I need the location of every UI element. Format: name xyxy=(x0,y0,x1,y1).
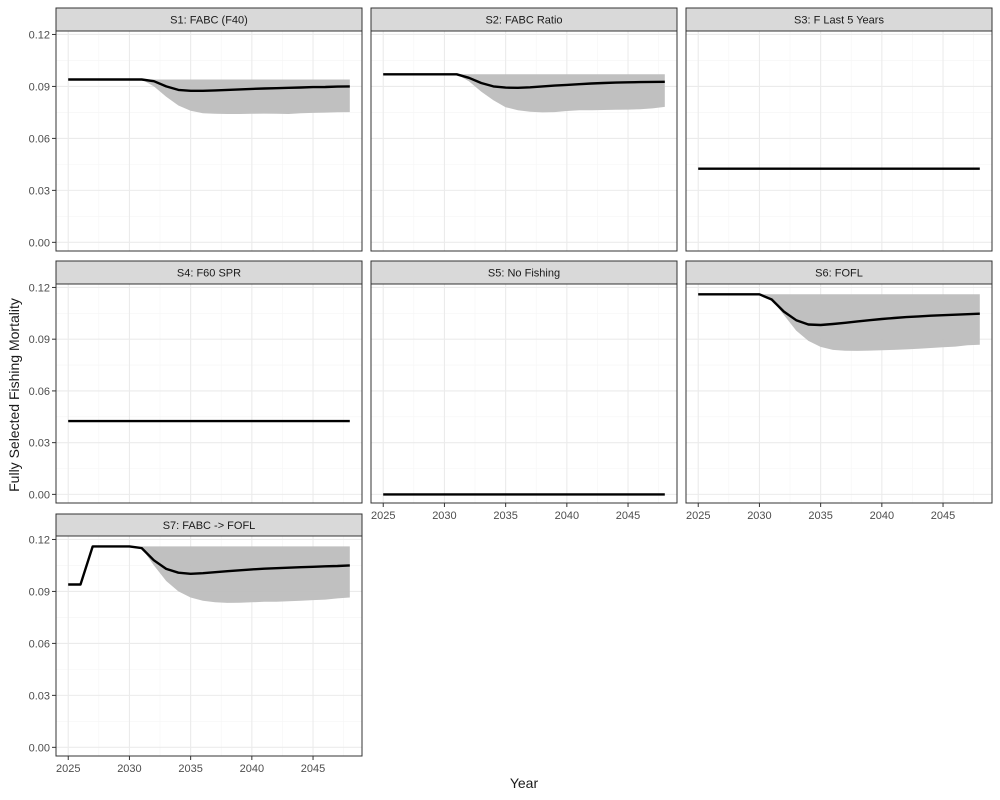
panel-title: S4: F60 SPR xyxy=(177,268,241,280)
panel-title: S5: No Fishing xyxy=(488,268,560,280)
y-tick-label: 0.03 xyxy=(29,438,50,450)
y-tick-label: 0.06 xyxy=(29,386,50,398)
x-tick-label: 2025 xyxy=(686,510,710,522)
panel-title: S2: FABC Ratio xyxy=(485,15,562,27)
y-axis-title-text: Fully Selected Fishing Mortality xyxy=(6,298,22,492)
panel-background xyxy=(371,284,677,503)
panel-background xyxy=(56,31,362,251)
x-tick-label: 2045 xyxy=(301,763,325,775)
x-tick-label: 2030 xyxy=(117,763,141,775)
y-tick-label: 0.09 xyxy=(29,586,50,598)
y-tick-label: 0.00 xyxy=(29,489,50,501)
panel-border xyxy=(685,283,993,504)
series-line xyxy=(383,73,665,90)
y-tick-label: 0.03 xyxy=(29,690,50,702)
x-tick-label: 2040 xyxy=(240,763,264,775)
y-tick-label: 0.00 xyxy=(29,237,50,249)
x-tick-label: 2030 xyxy=(747,510,771,522)
x-axis-title: Year xyxy=(509,775,539,791)
uncertainty-ribbon xyxy=(141,546,350,603)
y-tick-label: 0.09 xyxy=(29,334,50,346)
panel-background xyxy=(686,31,992,251)
y-tick-label: 0.03 xyxy=(29,185,50,197)
series-line xyxy=(68,545,350,586)
series-line xyxy=(68,78,350,93)
panel-title: S3: F Last 5 Years xyxy=(794,15,884,27)
y-tick-label: 0.12 xyxy=(29,534,50,546)
panel-border xyxy=(685,30,993,252)
y-tick-label: 0.00 xyxy=(29,742,50,754)
y-tick-label: 0.09 xyxy=(29,81,50,93)
y-tick-label: 0.06 xyxy=(29,133,50,145)
y-tick-label: 0.06 xyxy=(29,638,50,650)
panel-background xyxy=(371,31,677,251)
x-tick-label: 2030 xyxy=(432,510,456,522)
panel-border xyxy=(370,30,678,252)
x-tick-label: 2035 xyxy=(493,510,517,522)
x-tick-label: 2040 xyxy=(870,510,894,522)
x-tick-label: 2040 xyxy=(555,510,579,522)
x-tick-label: 2045 xyxy=(931,510,955,522)
x-tick-label: 2035 xyxy=(178,763,202,775)
series-line xyxy=(698,293,980,327)
panel-title: S1: FABC (F40) xyxy=(170,15,248,27)
panel-border xyxy=(55,283,363,504)
panel-background xyxy=(56,284,362,503)
panel-title: S7: FABC -> FOFL xyxy=(163,520,256,532)
y-tick-label: 0.12 xyxy=(29,29,50,41)
x-tick-label: 2045 xyxy=(616,510,640,522)
panel-border xyxy=(370,283,678,504)
y-tick-label: 0.12 xyxy=(29,282,50,294)
x-tick-label: 2025 xyxy=(56,763,80,775)
x-tick-label: 2035 xyxy=(808,510,832,522)
panel-title: S6: FOFL xyxy=(815,268,863,280)
x-tick-label: 2025 xyxy=(371,510,395,522)
panel-border xyxy=(55,535,363,757)
panel-border xyxy=(55,30,363,252)
